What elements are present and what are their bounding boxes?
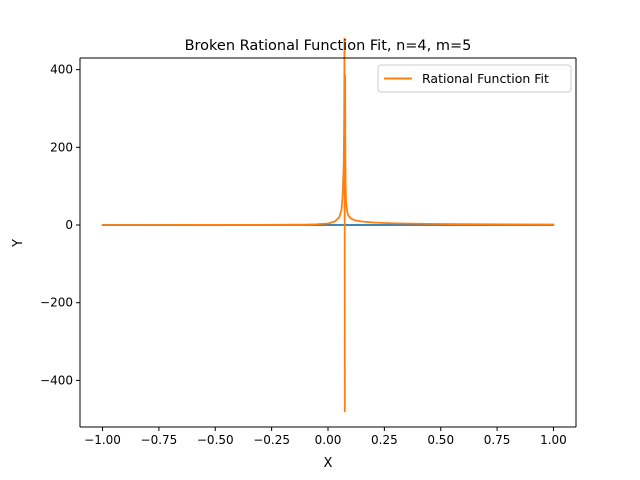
x-tick-label: 0.75	[484, 433, 511, 447]
x-tick-label: 0.50	[427, 433, 454, 447]
x-tick-label: −1.00	[84, 433, 121, 447]
x-tick-label: −0.75	[141, 433, 178, 447]
y-tick-label: −200	[40, 296, 73, 310]
legend: Rational Function Fit	[377, 64, 572, 93]
y-tick-label: 200	[50, 140, 73, 154]
y-axis-ticks: −400 −200 0 200 400	[40, 63, 80, 387]
series-layer	[101, 37, 555, 413]
legend-frame	[377, 64, 572, 93]
series-line	[101, 37, 346, 413]
legend-entry-label: Rational Function Fit	[422, 71, 549, 86]
y-tick-label: 0	[65, 218, 73, 232]
x-tick-label: 0.25	[371, 433, 398, 447]
y-tick-label: −400	[40, 373, 73, 387]
x-axis-ticks: −1.00 −0.75 −0.50 −0.25 0.00 0.25 0.50 0.75 1.00	[84, 427, 567, 447]
y-axis-label: Y	[11, 239, 26, 248]
y-tick-label: 400	[50, 63, 73, 77]
x-tick-label: −0.50	[197, 433, 234, 447]
x-tick-label: 0.00	[315, 433, 342, 447]
x-tick-label: 1.00	[540, 433, 567, 447]
chart-title: Broken Rational Function Fit, n=4, m=5	[185, 38, 472, 54]
x-tick-label: −0.25	[253, 433, 290, 447]
plot-area	[80, 58, 576, 427]
series-line	[344, 74, 555, 226]
x-axis-label: X	[324, 456, 333, 471]
